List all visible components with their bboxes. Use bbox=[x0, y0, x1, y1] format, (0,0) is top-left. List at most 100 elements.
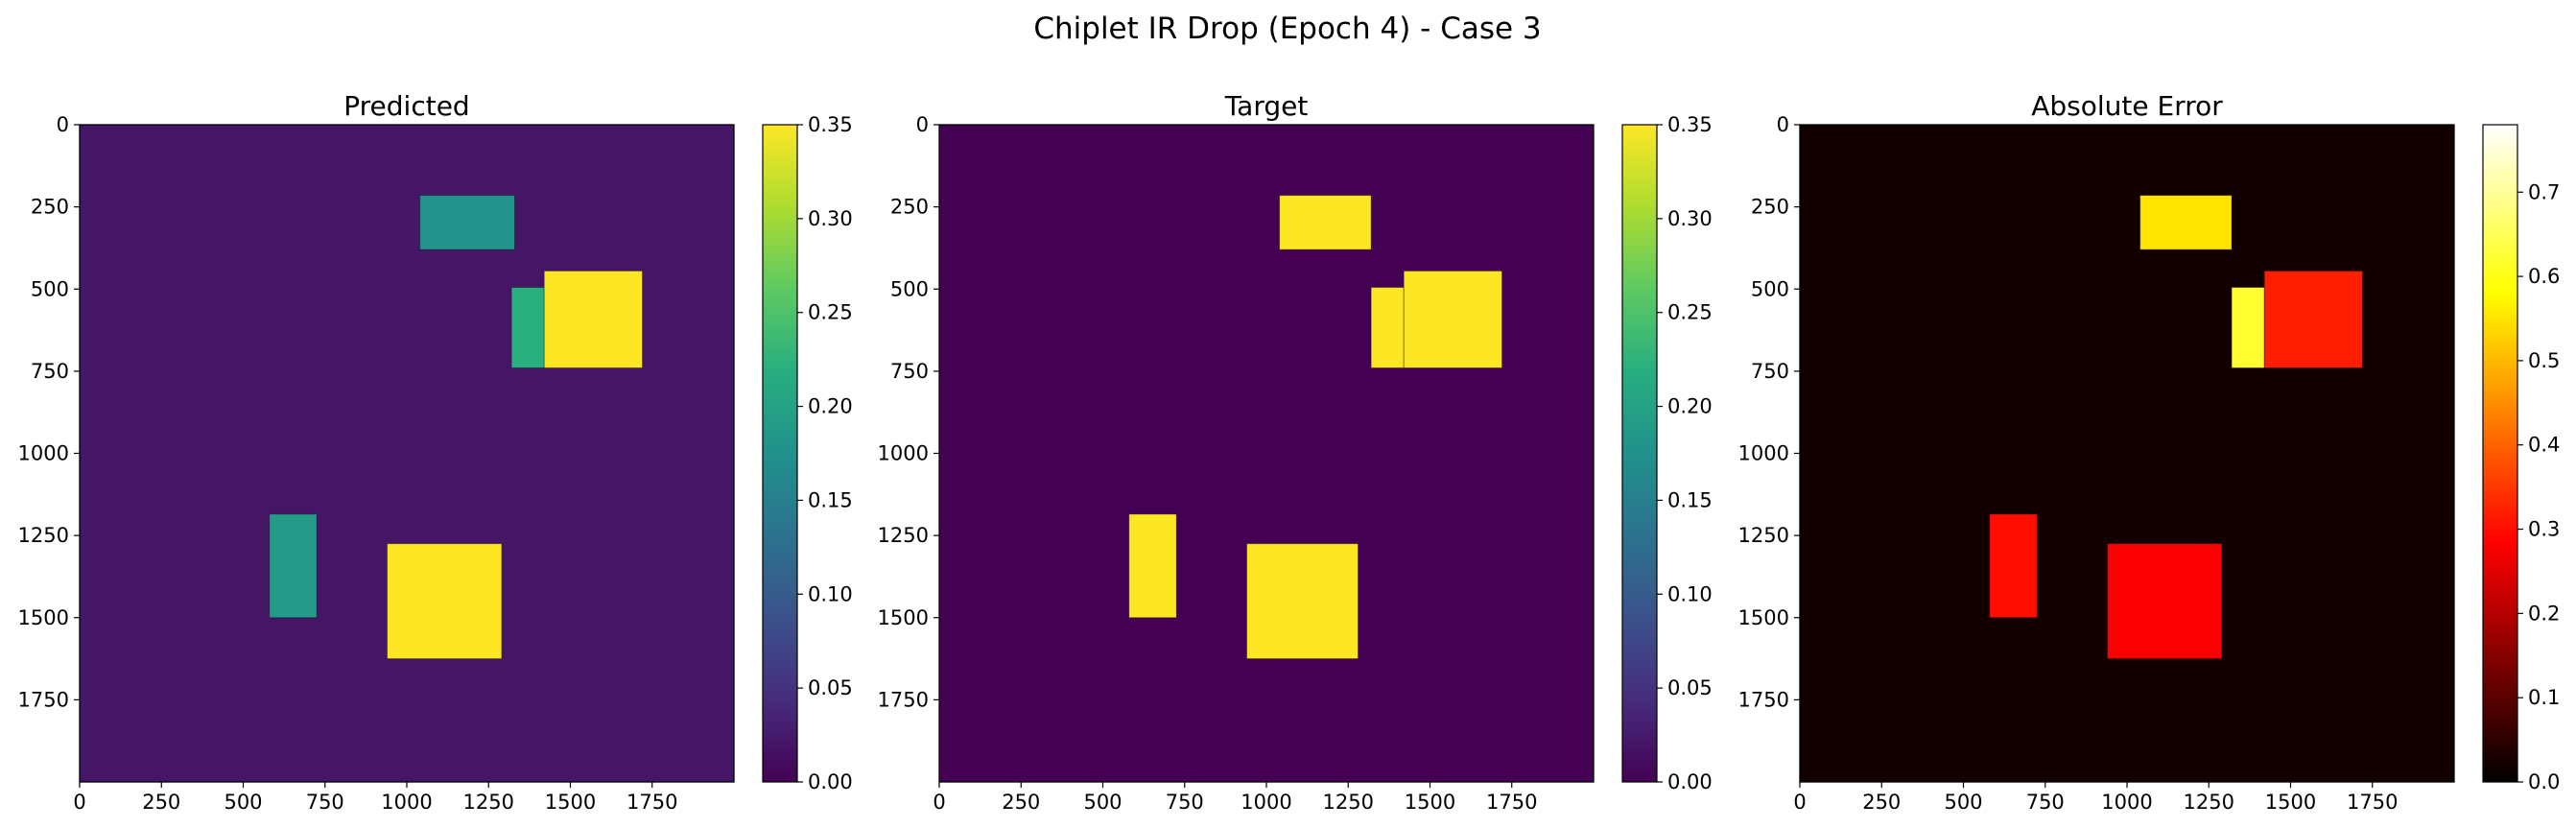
x-tick-label: 1250 bbox=[1323, 791, 1374, 814]
colorbar-tick-label: 0.35 bbox=[1667, 113, 1713, 136]
heatmap-region-4 bbox=[1989, 513, 2038, 619]
colorbar-tick-label: 0.1 bbox=[2528, 686, 2560, 709]
x-tick-label: 500 bbox=[1083, 791, 1122, 814]
heatmap-background bbox=[80, 125, 734, 782]
y-tick-label: 1000 bbox=[18, 442, 69, 465]
y-tick-label: 1500 bbox=[1738, 606, 1789, 629]
panel-title: Absolute Error bbox=[2031, 90, 2223, 122]
y-tick-label: 1500 bbox=[878, 606, 929, 629]
colorbar bbox=[762, 124, 798, 783]
colorbar-tick-label: 0.25 bbox=[1667, 301, 1713, 324]
colorbar-tick-label: 0.35 bbox=[808, 113, 853, 136]
y-tick-label: 500 bbox=[31, 277, 69, 300]
colorbar-tick-label: 0.05 bbox=[808, 676, 853, 699]
panel-3: Absolute Error 0 250 500 750 1000 1250 1500 1750… bbox=[1738, 90, 2561, 814]
y-tick-label: 1250 bbox=[18, 524, 69, 547]
panel-2: Target 0 250 500 750 1000 1250 1500 1750 0 250 500 7… bbox=[878, 90, 1713, 814]
heatmap-region-3 bbox=[2263, 270, 2364, 368]
heatmap-panels: Predicted 0 250 500 750 1000 1250 1500 1750 0 250 5… bbox=[18, 90, 2561, 814]
x-tick-label: 0 bbox=[933, 791, 945, 814]
x-tick-label: 1750 bbox=[2347, 791, 2398, 814]
heatmap-region-3 bbox=[543, 270, 644, 368]
heatmap-region-5 bbox=[2107, 543, 2223, 660]
y-tick-label: 1750 bbox=[878, 688, 929, 711]
y-tick-label: 1500 bbox=[18, 606, 69, 629]
colorbar-tick-label: 0.00 bbox=[808, 770, 853, 793]
y-tick-label: 1250 bbox=[878, 524, 929, 547]
colorbar-tick-label: 0.10 bbox=[808, 582, 853, 605]
heatmap-background bbox=[1800, 125, 2454, 782]
panel-title: Predicted bbox=[343, 90, 469, 122]
figure-title: Chiplet IR Drop (Epoch 4) - Case 3 bbox=[1033, 12, 1541, 46]
colorbar-tick-label: 0.20 bbox=[808, 395, 853, 418]
colorbar bbox=[1621, 124, 1658, 783]
y-tick-label: 0 bbox=[57, 113, 69, 136]
colorbar-tick-label: 0.30 bbox=[1667, 207, 1713, 230]
colorbar-tick-label: 0.5 bbox=[2528, 349, 2560, 372]
colorbar-tick-label: 0.30 bbox=[808, 207, 853, 230]
heatmap-background bbox=[939, 125, 1594, 782]
y-tick-label: 250 bbox=[31, 196, 69, 219]
x-tick-label: 1750 bbox=[1486, 791, 1537, 814]
y-tick-label: 0 bbox=[1777, 113, 1789, 136]
x-tick-label: 1250 bbox=[2184, 791, 2234, 814]
heatmap-region-1 bbox=[2139, 195, 2233, 250]
y-tick-label: 250 bbox=[1751, 196, 1789, 219]
x-tick-label: 750 bbox=[2026, 791, 2065, 814]
x-tick-label: 1500 bbox=[545, 791, 596, 814]
colorbar-tick-label: 0.20 bbox=[1667, 395, 1713, 418]
heatmap-region-4 bbox=[1128, 513, 1177, 619]
x-tick-label: 0 bbox=[1793, 791, 1806, 814]
y-tick-label: 500 bbox=[890, 277, 929, 300]
heatmap-region-5 bbox=[1246, 543, 1359, 660]
x-tick-label: 1500 bbox=[1405, 791, 1455, 814]
x-tick-label: 1750 bbox=[626, 791, 677, 814]
heatmap-region-4 bbox=[269, 513, 318, 619]
x-tick-label: 250 bbox=[142, 791, 180, 814]
x-tick-label: 1500 bbox=[2265, 791, 2316, 814]
y-tick-label: 250 bbox=[890, 196, 929, 219]
x-tick-label: 750 bbox=[306, 791, 344, 814]
colorbar-tick-label: 0.2 bbox=[2528, 602, 2560, 625]
panel-title: Target bbox=[1224, 90, 1309, 122]
x-tick-label: 1000 bbox=[381, 791, 432, 814]
y-tick-label: 1250 bbox=[1738, 524, 1789, 547]
heatmap-region-2 bbox=[2231, 287, 2265, 368]
colorbar-tick-label: 0.4 bbox=[2528, 434, 2560, 457]
x-tick-label: 1250 bbox=[463, 791, 514, 814]
x-tick-label: 1000 bbox=[1241, 791, 1291, 814]
heatmap-region-3 bbox=[1403, 270, 1503, 368]
x-tick-label: 1000 bbox=[2101, 791, 2152, 814]
colorbar-tick-label: 0.25 bbox=[808, 301, 853, 324]
x-tick-label: 250 bbox=[1002, 791, 1040, 814]
colorbar-tick-label: 0.6 bbox=[2528, 265, 2560, 288]
heatmap-region-5 bbox=[387, 543, 503, 660]
heatmap-region-2 bbox=[1370, 287, 1405, 368]
colorbar bbox=[2482, 124, 2518, 783]
colorbar-tick-label: 0.15 bbox=[1667, 488, 1713, 511]
heatmap-region-2 bbox=[510, 287, 545, 368]
y-tick-label: 1000 bbox=[878, 442, 929, 465]
heatmap-region-1 bbox=[419, 195, 516, 250]
colorbar-tick-label: 0.0 bbox=[2528, 770, 2560, 793]
x-tick-label: 750 bbox=[1166, 791, 1204, 814]
y-tick-label: 1000 bbox=[1738, 442, 1789, 465]
y-tick-label: 500 bbox=[1751, 277, 1789, 300]
x-tick-label: 500 bbox=[224, 791, 262, 814]
heatmap-region-1 bbox=[1279, 195, 1372, 250]
x-tick-label: 500 bbox=[1944, 791, 1982, 814]
x-tick-label: 250 bbox=[1862, 791, 1901, 814]
panel-1: Predicted 0 250 500 750 1000 1250 1500 1750 0 250 5… bbox=[18, 90, 853, 814]
colorbar-tick-label: 0.7 bbox=[2528, 180, 2560, 203]
colorbar-tick-label: 0.15 bbox=[808, 488, 853, 511]
x-tick-label: 0 bbox=[73, 791, 85, 814]
y-tick-label: 1750 bbox=[1738, 688, 1789, 711]
y-tick-label: 1750 bbox=[18, 688, 69, 711]
colorbar-tick-label: 0.05 bbox=[1667, 676, 1713, 699]
y-tick-label: 750 bbox=[890, 360, 929, 383]
y-tick-label: 0 bbox=[916, 113, 929, 136]
y-tick-label: 750 bbox=[31, 360, 69, 383]
colorbar-tick-label: 0.3 bbox=[2528, 518, 2560, 541]
colorbar-tick-label: 0.10 bbox=[1667, 582, 1713, 605]
